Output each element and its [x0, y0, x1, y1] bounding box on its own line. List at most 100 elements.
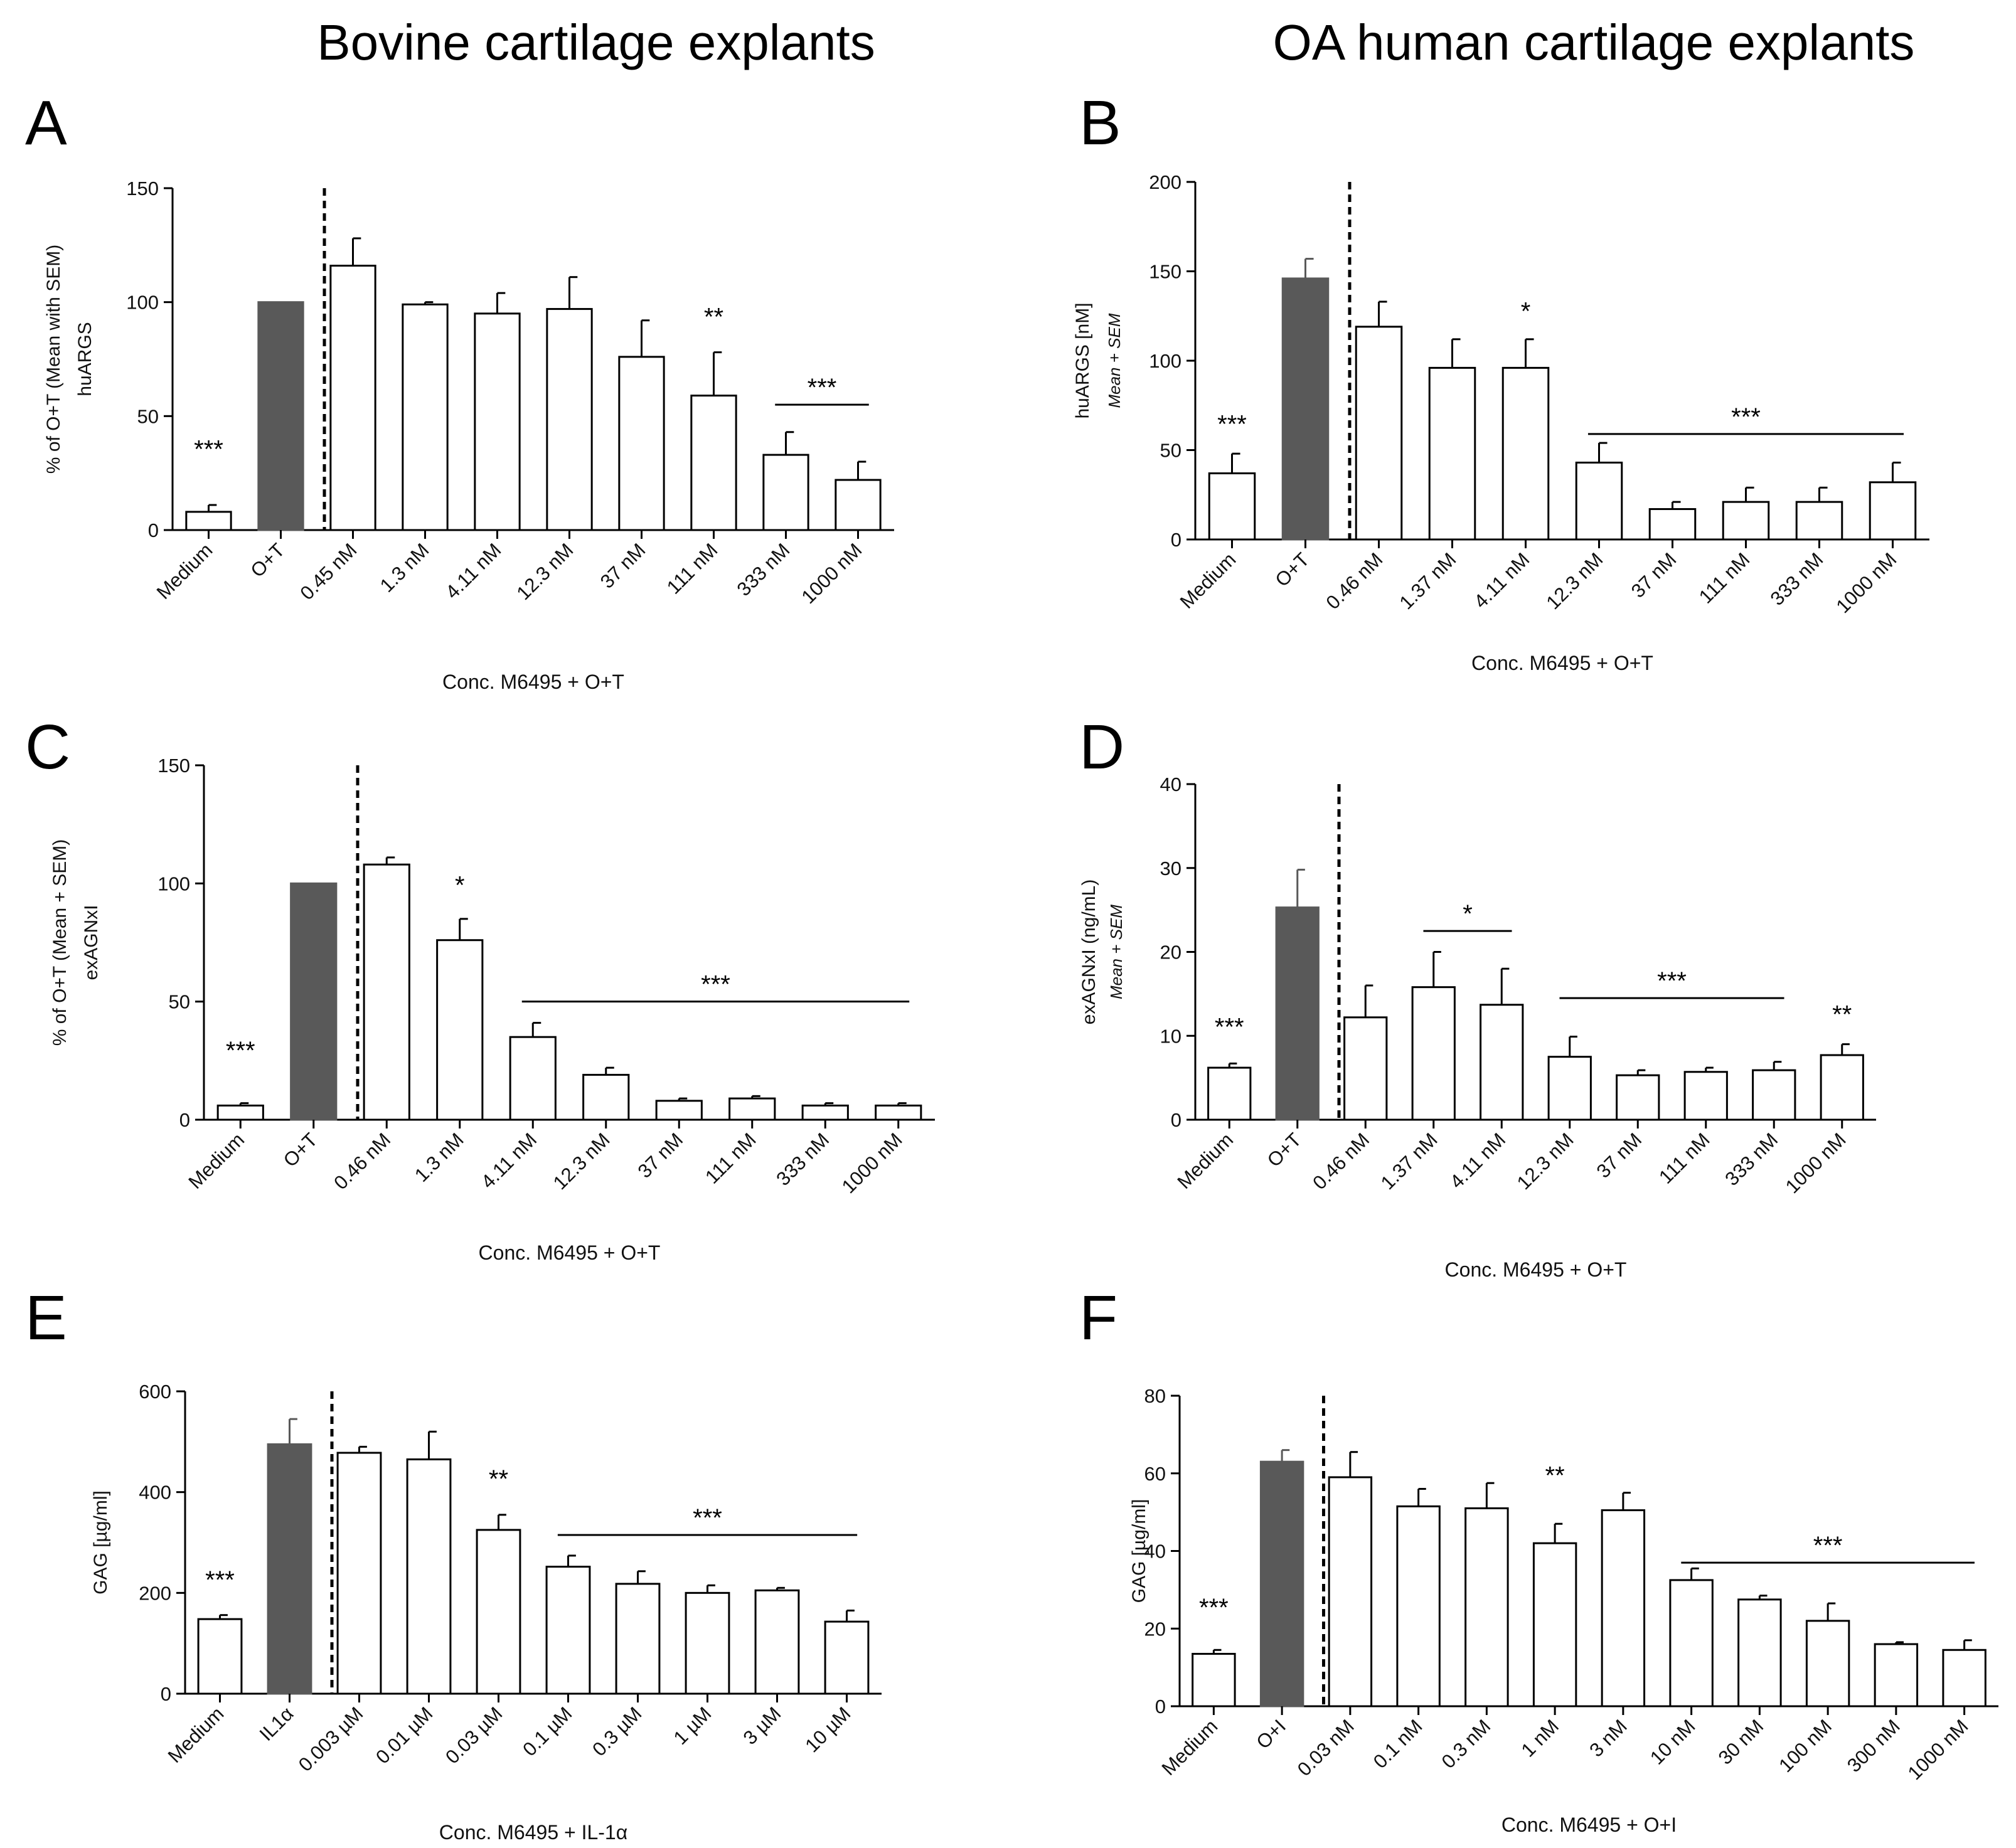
panel-c-y-tick-label: 50 [169, 991, 190, 1013]
panel-a-bar [185, 511, 232, 531]
panel-a-y-tick-label: 50 [137, 405, 159, 427]
panel-f-bar [1737, 1598, 1782, 1707]
column-title-human: OA human cartilage explants [1273, 14, 1915, 70]
panel-d-bar [1616, 1074, 1660, 1121]
panel-a-letter: A [25, 88, 67, 158]
panel-a-significance-label: *** [808, 374, 837, 401]
panel-e-y-tick-label: 600 [139, 1381, 171, 1403]
panel-d-bar [1411, 986, 1456, 1121]
panel-f-x-tick-label: 300 nM [1843, 1715, 1904, 1776]
panel-c-bar [509, 1036, 557, 1121]
panel-b-bar [1208, 472, 1256, 541]
panel-e-x-tick-label: 0.03 µM [441, 1702, 506, 1768]
panel-f-significance-label: *** [1199, 1594, 1229, 1622]
panel-c-bar [363, 863, 410, 1121]
panel-f: F 0 20 40 60 80 Medium O+I 0.03 nM 0.1 nM 0.3 nM 1 … [1079, 1283, 1998, 1836]
panel-e-x-tick-label: Medium [164, 1702, 228, 1767]
panel-d-y-tick-label: 40 [1160, 773, 1181, 795]
panel-a-bar [546, 308, 593, 531]
panel-e-bar [197, 1618, 243, 1695]
panel-f-x-tick-label: 0.1 nM [1369, 1715, 1427, 1773]
panel-b-y-tick-label: 100 [1149, 350, 1181, 372]
panel-b-bar [1575, 461, 1623, 541]
panel-c-letter: C [25, 712, 70, 782]
panel-d-x-tick-label: 0.46 nM [1308, 1128, 1373, 1194]
panel-a-x-tick-label: 37 nM [596, 539, 650, 593]
panel-a-bar [690, 395, 737, 531]
panel-a-bar [762, 454, 809, 531]
panel-a-bar [329, 265, 376, 531]
panel-e-x-tick-label: 3 µM [739, 1702, 786, 1749]
panel-f-significance-label: *** [1813, 1532, 1843, 1559]
panel-b-bar [1795, 501, 1843, 541]
panel-e-y-tick-label: 0 [161, 1683, 171, 1705]
panel-d-bar [1343, 1016, 1388, 1121]
panel-f-x-tick-label: 30 nM [1714, 1715, 1768, 1769]
panel-d-bar [1547, 1056, 1592, 1121]
panel-b-bar [1869, 481, 1917, 541]
panel-a-x-tick-label: 12.3 nM [512, 539, 577, 604]
panel-a-x-tick-label: 1.3 nM [376, 539, 434, 597]
panel-f-bar [1328, 1476, 1373, 1707]
panel-a-bar [257, 301, 304, 531]
panel-d-x-tick-label: 111 nM [1655, 1128, 1714, 1188]
panel-a-y-tick-label: 150 [126, 178, 159, 199]
panel-e-bar [336, 1452, 382, 1695]
panel-d-significance-label: *** [1215, 1014, 1244, 1041]
panel-f-x-tick-label: Medium [1158, 1715, 1222, 1780]
panel-c-x-tick-label: 1.3 nM [410, 1128, 468, 1186]
panel-d-x-tick-label: 333 nM [1720, 1128, 1782, 1190]
panel-b-y-label: huARGS [nM] [1072, 302, 1093, 418]
panel-e-bar [685, 1591, 730, 1695]
panel-b-bar [1648, 508, 1697, 541]
panel-a-significance-label: ** [704, 304, 723, 331]
panel-c-x-tick-label: 333 nM [772, 1128, 833, 1190]
panel-d-x-tick-label: 1.37 nM [1377, 1128, 1442, 1194]
panel-a-y-label: % of O+T (Mean with SEM) [43, 245, 64, 474]
panel-c-x-tick-label: 4.11 nM [477, 1128, 541, 1192]
panel-c-significance-label: *** [226, 1037, 255, 1065]
panel-b-bar [1355, 326, 1403, 541]
panel-f-y-tick-label: 20 [1144, 1618, 1166, 1640]
panel-c-x-tick-label: 111 nM [701, 1128, 760, 1188]
panel-f-bar [1874, 1643, 1919, 1707]
panel-c-bar [582, 1073, 630, 1121]
panel-c-y-tick-label: 0 [179, 1109, 190, 1131]
panel-d-x-tick-label: 4.11 nM [1446, 1128, 1510, 1192]
panel-a-bar [474, 312, 521, 531]
panel-b-x-tick-label: 1.37 nM [1395, 548, 1460, 613]
panel-c-bar [801, 1104, 849, 1121]
panel-d-bar [1683, 1071, 1728, 1121]
panel-a-bar [835, 479, 882, 531]
panel-b-x-tick-label: 0.46 nM [1321, 548, 1387, 613]
panel-b: B 0 50 100 150 200 Medium O+T 0.46 nM 1.37 nM 4.11… [1072, 88, 1929, 674]
panel-c-bar [216, 1104, 264, 1121]
panel-c-x-tick-label: 12.3 nM [549, 1128, 614, 1194]
panel-a-x-label: Conc. M6495 + O+T [442, 671, 624, 693]
panel-f-x-tick-label: 0.03 nM [1293, 1715, 1358, 1780]
panel-b-letter: B [1079, 88, 1121, 158]
panel-a-bar [618, 356, 665, 531]
panel-d-y-label: exAGNxI (ng/mL) [1079, 879, 1099, 1025]
panel-b-x-label: Conc. M6495 + O+T [1471, 652, 1653, 674]
panel-d-x-tick-label: Medium [1173, 1128, 1237, 1193]
panel-b-y-tick-label: 50 [1160, 440, 1181, 462]
panel-c-significance-label: *** [701, 971, 730, 999]
panel-f-x-tick-label: 1 nM [1517, 1715, 1563, 1761]
panel-d-y-label-secondary: Mean + SEM [1107, 905, 1126, 999]
panel-f-y-tick-label: 80 [1144, 1385, 1166, 1407]
panel-b-x-tick-label: 1000 nM [1832, 548, 1901, 617]
panel-b-significance-label: *** [1217, 410, 1247, 438]
panel-f-bar [1942, 1649, 1987, 1707]
panel-a-x-tick-label: O+T [246, 539, 289, 581]
panel-f-y-tick-label: 60 [1144, 1463, 1166, 1485]
panel-d-x-tick-label: 37 nM [1592, 1128, 1646, 1182]
panel-e-bar [545, 1566, 591, 1695]
panel-c-x-tick-label: 1000 nM [838, 1128, 907, 1197]
panel-a-x-tick-label: 4.11 nM [441, 539, 505, 603]
panel-d-bar [1207, 1066, 1252, 1121]
panel-d-significance-label: ** [1832, 1001, 1852, 1029]
